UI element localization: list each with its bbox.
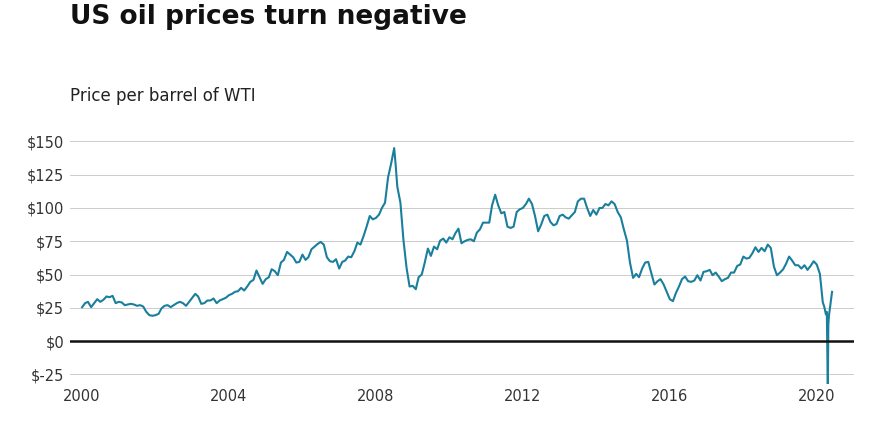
Text: US oil prices turn negative: US oil prices turn negative <box>70 4 467 31</box>
Text: Price per barrel of WTI: Price per barrel of WTI <box>70 87 255 105</box>
